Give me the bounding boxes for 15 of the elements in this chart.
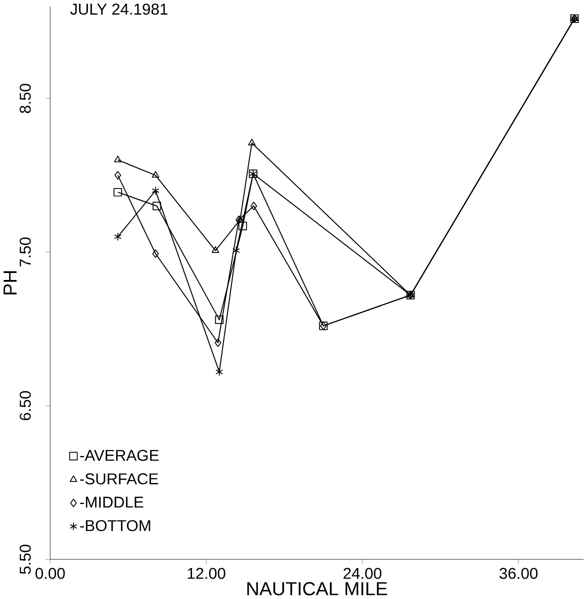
x-tick-label: 12.00	[188, 568, 226, 579]
legend-label: -MIDDLE	[80, 496, 144, 508]
y-tick-label: 5.50	[20, 544, 31, 574]
x-tick-label: 0.00	[36, 568, 65, 579]
y-axis-title: PH	[4, 271, 17, 294]
x-tick-label: 36.00	[500, 568, 538, 579]
legend-label: -SURFACE	[80, 473, 158, 484]
x-axis-title: NAUTICAL MILE	[247, 582, 388, 596]
legend-label: -AVERAGE	[80, 450, 159, 461]
legend-label: -BOTTOM	[80, 520, 150, 532]
y-tick-label: 6.50	[20, 391, 31, 420]
y-tick-label: 7.50	[20, 237, 31, 267]
y-tick-label: 8.50	[20, 84, 31, 114]
x-tick-label: 24.00	[344, 568, 382, 579]
chart-title: JULY 24.1981	[70, 4, 168, 15]
